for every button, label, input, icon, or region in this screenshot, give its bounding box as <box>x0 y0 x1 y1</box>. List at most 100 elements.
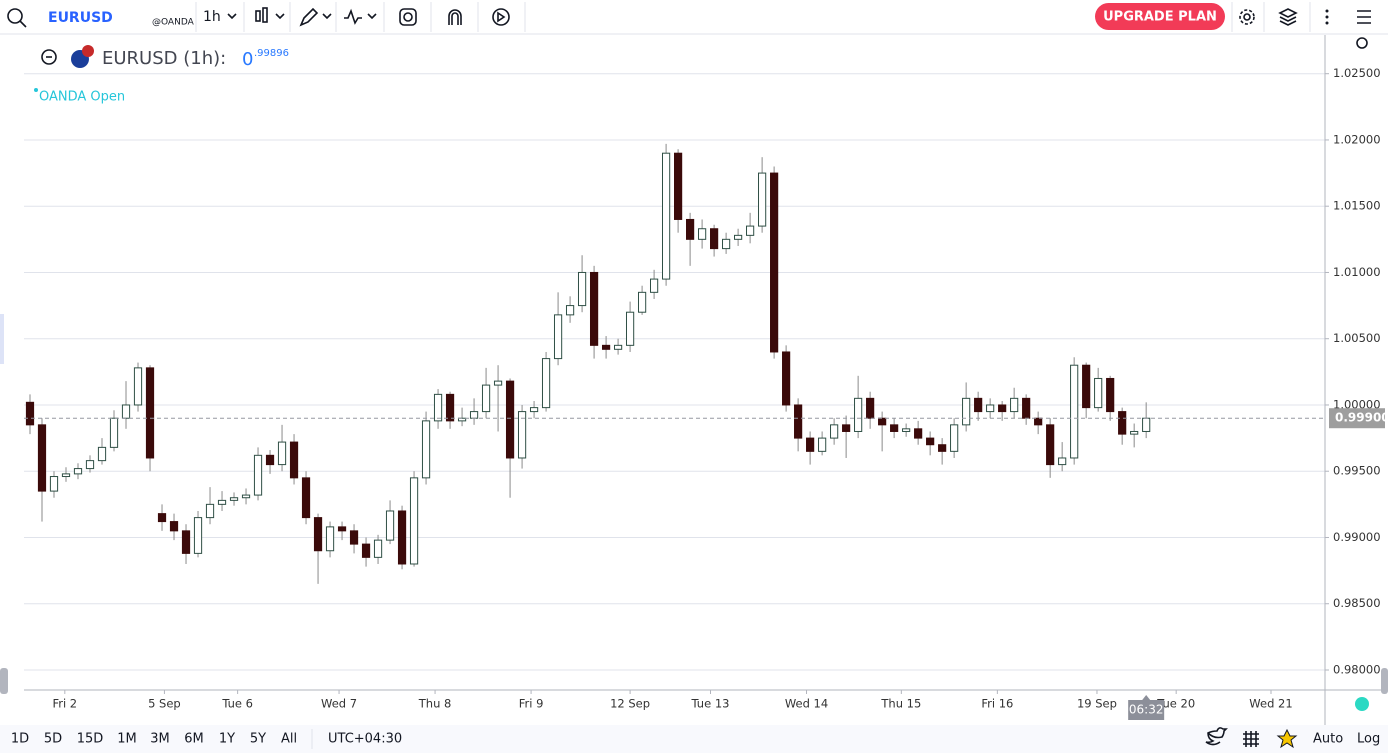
time-readout-box <box>1128 700 1165 720</box>
candle-body <box>469 411 479 419</box>
candle-body <box>457 417 467 422</box>
dropdown-arrow <box>227 13 237 20</box>
candle-body <box>169 521 179 532</box>
range-button[interactable]: 1D <box>11 732 29 747</box>
side-handle <box>0 314 4 364</box>
status-marker <box>34 88 38 92</box>
candle-body <box>746 225 755 236</box>
sun-icon[interactable] <box>1356 37 1368 49</box>
scroll-left[interactable] <box>0 668 8 694</box>
candle-body <box>193 517 203 554</box>
magnet-button[interactable] <box>448 9 462 25</box>
x-tick-label: Tue 13 <box>691 697 730 711</box>
candle-body <box>734 234 743 240</box>
last-price-label: 0.99900 <box>1335 411 1388 425</box>
indicators-button[interactable] <box>344 8 377 25</box>
x-tick-label: Fri 9 <box>519 697 544 711</box>
range-button[interactable]: 5D <box>44 732 62 747</box>
range-button[interactable]: All <box>281 732 297 747</box>
y-tick-label: 1.00500 <box>1333 331 1381 345</box>
range-button[interactable]: 1M <box>117 732 137 747</box>
candle-body <box>205 503 215 519</box>
auto-scale[interactable]: Auto <box>1313 732 1343 747</box>
candle-body <box>1130 430 1139 435</box>
candle-body <box>589 271 599 346</box>
twitter-icon[interactable] <box>1205 727 1228 746</box>
time-readout-pointer <box>1142 695 1151 700</box>
market-status: OANDA Open <box>39 90 125 105</box>
candle-body <box>445 393 455 422</box>
favorite-icon[interactable] <box>1276 728 1298 749</box>
settings-button[interactable] <box>1239 9 1255 25</box>
candle-body <box>1082 364 1091 409</box>
candle-body <box>97 446 107 462</box>
candle-body <box>758 172 767 227</box>
candle-body <box>794 404 803 439</box>
candle-body <box>397 510 407 565</box>
footer <box>0 725 1388 753</box>
drawing-button[interactable] <box>299 7 332 27</box>
price-int: 0 <box>242 49 253 70</box>
candle-body <box>770 172 779 353</box>
range-button[interactable]: 15D <box>77 732 104 747</box>
snapshot-button[interactable] <box>399 8 417 26</box>
candle-body <box>1010 397 1019 413</box>
candle-body <box>385 510 395 541</box>
more-button[interactable] <box>1325 9 1329 25</box>
candle-body <box>625 311 635 346</box>
range-button[interactable]: 5Y <box>250 732 266 747</box>
candle-body <box>1106 377 1115 413</box>
candle-body <box>686 218 695 240</box>
upgrade-button[interactable] <box>1095 3 1225 30</box>
candle-body <box>962 397 971 426</box>
zoom-out-icon[interactable] <box>41 49 57 65</box>
x-tick-label: 19 Sep <box>1077 697 1117 711</box>
timezone[interactable]: UTC+04:30 <box>328 732 402 747</box>
layers-button[interactable] <box>1278 8 1298 26</box>
candle-body <box>181 530 191 554</box>
candle-body <box>637 291 647 313</box>
candle-body <box>674 152 683 220</box>
candle-body <box>1070 364 1079 459</box>
candle-body <box>61 473 71 478</box>
status-dot <box>1355 697 1369 711</box>
candle-body <box>493 380 503 386</box>
range-button[interactable]: 3M <box>150 732 170 747</box>
candle-body <box>1094 377 1103 409</box>
chart-type-button[interactable] <box>255 7 285 23</box>
interval[interactable]: 1h <box>203 9 221 25</box>
candle-body <box>541 358 551 409</box>
candle-body <box>109 417 119 448</box>
time-readout: 06:32 <box>1129 703 1164 717</box>
candle-body <box>806 437 815 452</box>
candle-body <box>914 428 923 439</box>
menu-button[interactable] <box>1357 10 1371 24</box>
candle-body <box>409 477 419 565</box>
candle-body <box>601 344 611 350</box>
range-button[interactable]: 6M <box>184 732 204 747</box>
x-tick-label: 5 Sep <box>148 697 181 711</box>
replay-button[interactable] <box>492 8 510 26</box>
candle-body <box>481 384 491 413</box>
candle-body <box>830 424 839 439</box>
candle-body <box>1118 411 1127 435</box>
upgrade-label[interactable]: UPGRADE PLAN <box>1103 10 1217 25</box>
candle-body <box>986 404 995 413</box>
candle-body <box>313 517 323 552</box>
candle-body <box>73 468 83 475</box>
candle-body <box>37 424 47 492</box>
range-buttons: 1D 5D 15D 1M 3M 6M 1Y 5Y All <box>11 732 297 747</box>
scroll-right[interactable] <box>1381 668 1388 694</box>
range-button[interactable]: 1Y <box>219 732 235 747</box>
candle-body <box>325 526 335 552</box>
log-scale[interactable]: Log <box>1357 732 1380 747</box>
candle-body <box>998 404 1007 413</box>
candle-body <box>289 441 299 479</box>
grid-icon[interactable] <box>1243 731 1259 747</box>
candle-body <box>902 428 911 432</box>
symbol[interactable]: EURUSD <box>48 10 113 26</box>
y-tick-label: 1.01500 <box>1333 199 1381 213</box>
price-frac: .99896 <box>254 48 289 59</box>
search-icon[interactable] <box>7 8 27 28</box>
plot-area <box>24 73 1325 671</box>
